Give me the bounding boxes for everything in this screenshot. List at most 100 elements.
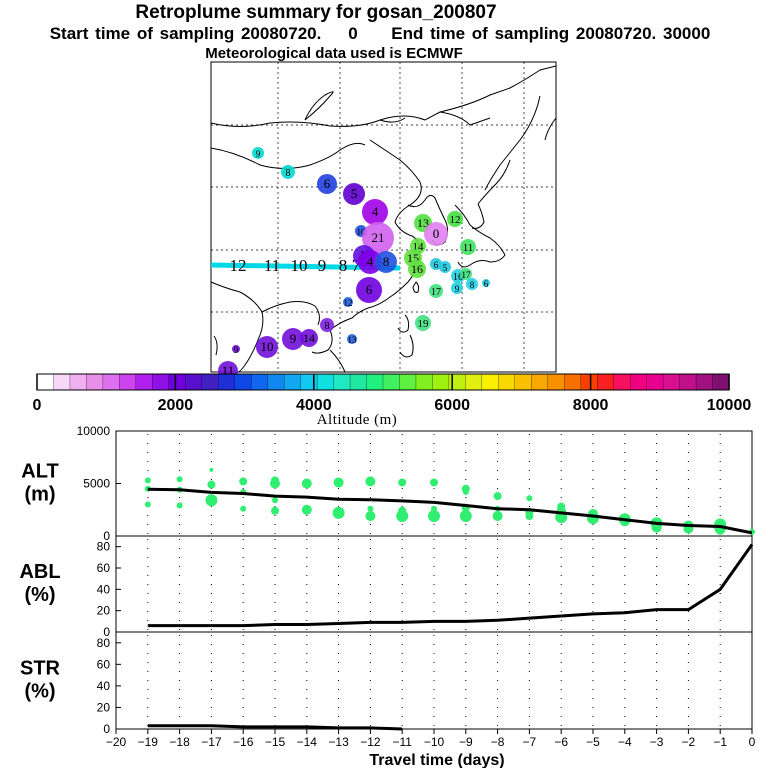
y-tick-label: 80 [97, 636, 111, 650]
x-tick-label: −2 [682, 735, 696, 749]
x-tick-label: −19 [138, 735, 159, 749]
x-tick-label: −6 [554, 735, 568, 749]
map-marker-circle [482, 279, 490, 287]
map-marker-label: 16 [453, 272, 463, 283]
altitude-dot [396, 510, 409, 523]
panel-ylabel: ABL [19, 561, 60, 583]
panel-ylabel: (m) [24, 484, 55, 506]
map-marker-circle [408, 260, 426, 278]
map-marker-label: 21 [372, 230, 385, 245]
map-marker-label: 9 [290, 331, 297, 346]
map-marker-label: 6 [434, 260, 439, 270]
y-tick-label: 20 [97, 700, 111, 714]
map-marker-circle [320, 318, 334, 332]
altitude-dot [301, 504, 312, 515]
y-tick-label: 80 [97, 540, 111, 554]
map-marker-circle [429, 284, 443, 298]
map-marker-label: 10 [357, 227, 367, 237]
colorbar-cell [465, 373, 483, 391]
altitude-dot [492, 511, 503, 522]
altitude-dot [459, 510, 472, 523]
colorbar-cell [283, 373, 302, 391]
altitude-dot [270, 478, 280, 489]
map-marker-label: 14 [413, 241, 425, 253]
colorbar-cell [119, 373, 137, 391]
y-tick-label: 10000 [77, 424, 111, 438]
map-marker-circle [300, 329, 318, 347]
map-marker-label: 9 [234, 345, 239, 355]
y-tick-label: 20 [97, 604, 111, 618]
colorbar-cell [201, 373, 219, 391]
x-tick-label: 0 [749, 735, 756, 749]
colorbar-cell [333, 373, 351, 391]
map-marker-circle [232, 345, 240, 353]
x-tick-label: −5 [586, 735, 600, 749]
colorbar-cell [382, 373, 401, 391]
x-tick-label: −1 [713, 735, 727, 749]
panel-ylabel: ALT [21, 461, 58, 483]
map-marker-circle [439, 261, 451, 273]
panel-ylabel: STR [20, 658, 61, 680]
map-marker-label: 8 [383, 254, 390, 269]
y-tick-label: 5000 [83, 477, 110, 491]
track-label: 7 [352, 256, 361, 275]
map-marker-circle [362, 199, 388, 225]
altitude-dot [332, 506, 345, 519]
colorbar-cell [580, 373, 598, 391]
colorbar-cell [300, 373, 318, 391]
y-tick-label: 60 [97, 561, 111, 575]
x-tick-label: −3 [650, 735, 664, 749]
altitude-dot [240, 505, 247, 512]
altitude-dot [271, 506, 279, 515]
x-axis-label: Travel time (days) [369, 752, 504, 768]
map-marker-label: 9 [455, 284, 460, 294]
map-marker-circle [358, 250, 382, 274]
colorbar-cell [547, 373, 565, 391]
map-marker-label: 6 [484, 279, 489, 289]
altitude-dot [207, 498, 216, 507]
map-marker-circle [256, 336, 278, 358]
colorbar-cell [514, 373, 532, 391]
y-tick-label: 60 [97, 657, 111, 671]
colorbar-tick-label: 6000 [434, 397, 470, 414]
map-marker-label: 8 [325, 321, 330, 332]
x-tick-label: −12 [360, 735, 381, 749]
colorbar-cell [135, 373, 153, 391]
altitude-dot [525, 512, 534, 521]
map-marker-circle [447, 211, 463, 227]
map-marker-label: 8 [286, 168, 291, 179]
map-marker-circle [375, 251, 397, 273]
colorbar-cell [597, 373, 615, 391]
map-marker-label: 13 [348, 335, 358, 345]
map-marker-label: 12 [450, 214, 461, 226]
colorbar-cell [185, 373, 203, 391]
sampling-time-line: Start time of sampling 20080720. 0 End t… [49, 24, 711, 43]
colorbar-cell [613, 373, 631, 391]
map-marker-circle [362, 222, 394, 254]
x-tick-label: −9 [459, 735, 473, 749]
colorbar-cell [712, 373, 730, 391]
colorbar-tick-label: 8000 [573, 397, 609, 414]
colorbar-cell [36, 373, 55, 391]
y-tick-label: 0 [103, 722, 110, 736]
colorbar-cell [316, 373, 335, 391]
x-tick-label: −14 [297, 735, 318, 749]
map-marker-label: 0 [433, 226, 440, 241]
x-tick-label: −11 [392, 735, 412, 749]
altitude-dot [431, 505, 437, 512]
map-marker-label: 12 [344, 298, 353, 308]
map-marker-label: 6 [324, 176, 331, 191]
colorbar-cell [267, 373, 285, 391]
x-tick-label: −20 [106, 735, 127, 749]
y-tick-label: 0 [103, 529, 110, 543]
abl-series-line [147, 543, 754, 628]
track-label: 11 [264, 256, 280, 275]
altitude-dot [365, 476, 376, 487]
colorbar-cell [646, 373, 664, 391]
colorbar-cell [629, 373, 648, 391]
colorbar-cell [251, 373, 269, 391]
altitude-dot [398, 478, 407, 487]
map-marker-label: 17 [431, 287, 441, 298]
colorbar-cell [531, 373, 549, 391]
